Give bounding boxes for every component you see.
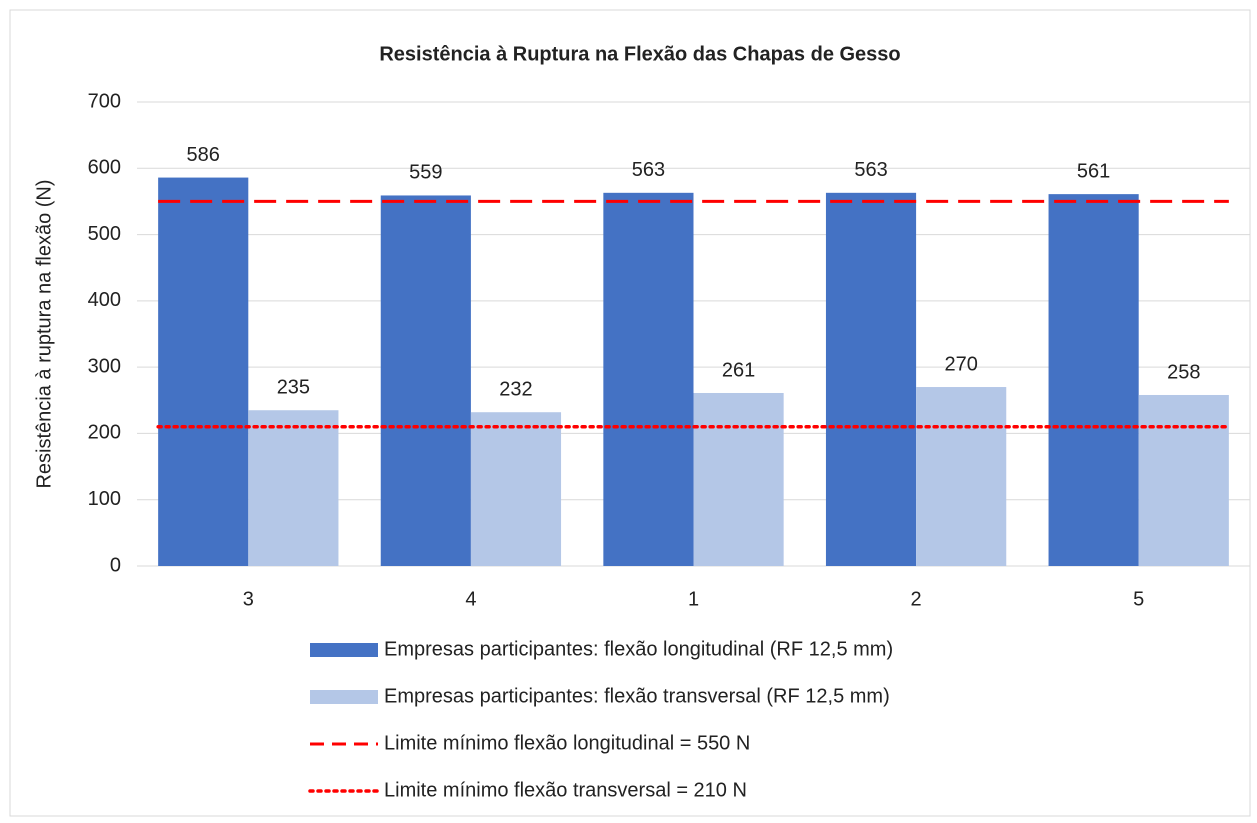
x-tick-label: 3 xyxy=(243,588,254,610)
data-label: 563 xyxy=(854,159,887,181)
legend-swatch xyxy=(310,643,378,657)
chart-title: Resistência à Ruptura na Flexão das Chap… xyxy=(379,43,900,65)
x-tick-label: 1 xyxy=(688,588,699,610)
legend-swatch xyxy=(310,690,378,704)
bar xyxy=(1048,194,1139,566)
y-tick-label: 600 xyxy=(88,157,121,179)
y-tick-label: 200 xyxy=(88,422,121,444)
legend-label: Limite mínimo flexão longitudinal = 550 … xyxy=(384,732,750,754)
bar xyxy=(380,195,471,566)
y-tick-label: 100 xyxy=(88,488,121,510)
legend-label: Limite mínimo flexão transversal = 210 N xyxy=(384,779,747,801)
bar xyxy=(470,412,562,566)
y-tick-label: 700 xyxy=(88,90,121,112)
y-tick-label: 500 xyxy=(88,223,121,245)
bar xyxy=(1138,394,1229,566)
y-tick-label: 400 xyxy=(88,289,121,311)
bar xyxy=(825,192,917,566)
y-tick-label: 0 xyxy=(110,554,121,576)
y-axis-label: Resistência à ruptura na flexão (N) xyxy=(33,179,55,488)
data-label: 235 xyxy=(277,377,310,399)
x-tick-label: 4 xyxy=(465,588,476,610)
y-tick-label: 300 xyxy=(88,355,121,377)
bar xyxy=(693,392,784,566)
bar xyxy=(603,192,694,566)
data-label: 270 xyxy=(944,353,977,375)
bar xyxy=(248,410,339,566)
data-label: 586 xyxy=(187,144,220,166)
data-label: 561 xyxy=(1077,160,1110,182)
data-label: 258 xyxy=(1167,361,1200,383)
legend-label: Empresas participantes: flexão longitudi… xyxy=(384,638,893,660)
data-label: 563 xyxy=(632,159,665,181)
legend-label: Empresas participantes: flexão transvers… xyxy=(384,685,890,707)
bar xyxy=(916,387,1007,566)
bar xyxy=(158,177,249,566)
data-label: 261 xyxy=(722,359,755,381)
data-label: 232 xyxy=(499,378,532,400)
x-tick-label: 2 xyxy=(911,588,922,610)
data-label: 559 xyxy=(409,162,442,184)
x-tick-label: 5 xyxy=(1133,588,1144,610)
